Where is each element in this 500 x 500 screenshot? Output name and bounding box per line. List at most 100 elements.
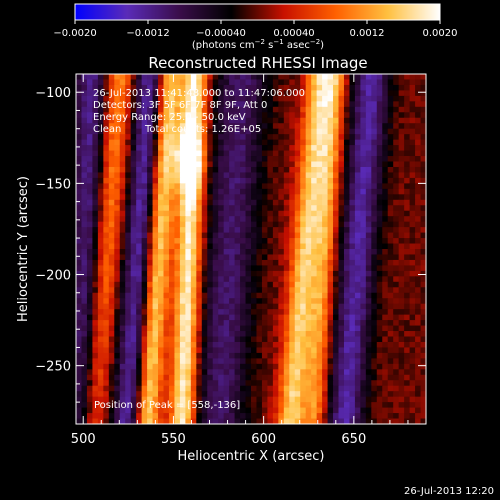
heatmap-cell bbox=[316, 303, 323, 310]
heatmap-cell bbox=[349, 413, 356, 420]
heatmap-cell bbox=[404, 101, 411, 108]
heatmap-cell bbox=[234, 265, 241, 272]
heatmap-cell bbox=[168, 396, 175, 403]
heatmap-cell bbox=[168, 391, 175, 398]
heatmap-cell bbox=[289, 227, 296, 234]
heatmap-cell bbox=[141, 134, 148, 141]
heatmap-cell bbox=[86, 232, 93, 239]
heatmap-cell bbox=[376, 123, 383, 130]
heatmap-cell bbox=[360, 281, 367, 288]
heatmap-cell bbox=[240, 150, 247, 157]
heatmap-cell bbox=[223, 145, 230, 152]
heatmap-cell bbox=[354, 183, 361, 190]
heatmap-cell bbox=[365, 320, 372, 327]
heatmap-cell bbox=[327, 331, 334, 337]
heatmap-cell bbox=[251, 139, 257, 146]
heatmap-cell bbox=[256, 374, 263, 381]
heatmap-cell bbox=[190, 254, 197, 261]
heatmap-cell bbox=[76, 150, 82, 157]
heatmap-cell bbox=[114, 363, 121, 370]
heatmap-cell bbox=[311, 128, 318, 135]
heatmap-cell bbox=[114, 145, 121, 152]
heatmap-cell bbox=[322, 396, 329, 403]
heatmap-cell bbox=[103, 139, 110, 146]
heatmap-cell bbox=[338, 117, 345, 124]
heatmap-cell bbox=[300, 331, 307, 337]
heatmap-cell bbox=[289, 101, 296, 108]
heatmap-cell bbox=[218, 188, 225, 195]
heatmap-cell bbox=[267, 254, 274, 261]
heatmap-cell bbox=[185, 331, 192, 337]
heatmap-cell bbox=[245, 352, 252, 359]
heatmap-cell bbox=[305, 276, 312, 283]
heatmap-cell bbox=[152, 292, 159, 299]
heatmap-cell bbox=[311, 183, 318, 190]
heatmap-cell bbox=[404, 210, 411, 217]
heatmap-cell bbox=[393, 347, 400, 354]
heatmap-cell bbox=[322, 363, 329, 370]
heatmap-cell bbox=[300, 74, 307, 80]
heatmap-cell bbox=[300, 336, 307, 343]
heatmap-cell bbox=[245, 134, 252, 141]
heatmap-cell bbox=[212, 270, 219, 277]
heatmap-cell bbox=[305, 303, 312, 310]
heatmap-cell bbox=[371, 139, 378, 146]
heatmap-cell bbox=[212, 183, 219, 190]
heatmap-cell bbox=[190, 74, 197, 80]
heatmap-cell bbox=[256, 183, 263, 190]
heatmap-cell bbox=[190, 369, 197, 376]
heatmap-cell bbox=[174, 161, 181, 168]
heatmap-cell bbox=[343, 407, 350, 414]
heatmap-cell bbox=[119, 166, 126, 173]
heatmap-cell bbox=[272, 358, 279, 365]
heatmap-cell bbox=[267, 188, 274, 195]
heatmap-cell bbox=[333, 117, 339, 124]
heatmap-cell bbox=[409, 205, 416, 212]
heatmap-cell bbox=[371, 74, 378, 80]
heatmap-cell bbox=[168, 79, 175, 86]
heatmap-cell bbox=[316, 358, 323, 365]
heatmap-cell bbox=[409, 177, 416, 184]
heatmap-cell bbox=[349, 243, 356, 250]
heatmap-cell bbox=[316, 402, 323, 409]
heatmap-cell bbox=[261, 265, 268, 272]
heatmap-cell bbox=[108, 161, 115, 168]
heatmap-cell bbox=[382, 358, 389, 365]
heatmap-cell bbox=[158, 221, 164, 228]
heatmap-cell bbox=[289, 352, 296, 359]
heatmap-cell bbox=[163, 199, 170, 206]
heatmap-cell bbox=[278, 84, 285, 91]
heatmap-cell bbox=[294, 347, 301, 354]
heatmap-cell bbox=[404, 172, 411, 179]
heatmap-cell bbox=[92, 106, 99, 113]
heatmap-cell bbox=[354, 363, 361, 370]
heatmap-cell bbox=[136, 238, 143, 245]
heatmap-cell bbox=[240, 358, 247, 365]
y-tick-label: −250 bbox=[35, 360, 71, 375]
heatmap-cell bbox=[311, 407, 318, 414]
heatmap-cell bbox=[168, 183, 175, 190]
heatmap-cell bbox=[185, 309, 192, 316]
heatmap-cell bbox=[338, 243, 345, 250]
heatmap-cell bbox=[294, 166, 301, 173]
heatmap-cell bbox=[190, 309, 197, 316]
heatmap-cell bbox=[333, 210, 339, 217]
heatmap-cell bbox=[234, 374, 241, 381]
heatmap-cell bbox=[333, 407, 339, 414]
heatmap-cell bbox=[223, 341, 230, 348]
heatmap-cell bbox=[81, 112, 88, 119]
heatmap-cell bbox=[256, 238, 263, 245]
heatmap-cell bbox=[272, 172, 279, 179]
heatmap-cell bbox=[223, 123, 230, 130]
heatmap-cell bbox=[212, 292, 219, 299]
heatmap-cell bbox=[311, 194, 318, 201]
heatmap-cell bbox=[278, 259, 285, 266]
heatmap-cell bbox=[119, 385, 126, 392]
heatmap-cell bbox=[404, 374, 411, 381]
heatmap-cell bbox=[261, 221, 268, 228]
heatmap-cell bbox=[81, 347, 88, 354]
heatmap-cell bbox=[333, 74, 339, 80]
heatmap-cell bbox=[322, 418, 329, 425]
heatmap-cell bbox=[289, 161, 296, 168]
heatmap-cell bbox=[130, 298, 137, 305]
